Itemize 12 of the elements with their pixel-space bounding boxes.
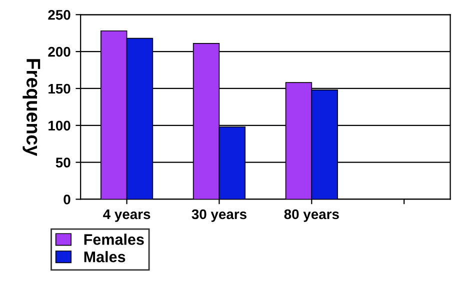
x-tick-label: 30 years [192,209,246,222]
legend-label: Females [84,234,144,245]
x-tick-label: 4 years [103,209,150,222]
y-tick-label: 200 [48,46,70,57]
y-tick-label: 50 [56,158,70,168]
y-tick-label: 150 [48,84,70,94]
x-tick-label: 80 years [284,209,339,222]
y-tick-label: 0 [64,194,70,204]
y-tick-label: 250 [48,10,70,20]
legend-label: Males [84,251,126,262]
y-axis-title: Frequency [22,59,40,156]
y-tick-label: 100 [48,120,70,131]
